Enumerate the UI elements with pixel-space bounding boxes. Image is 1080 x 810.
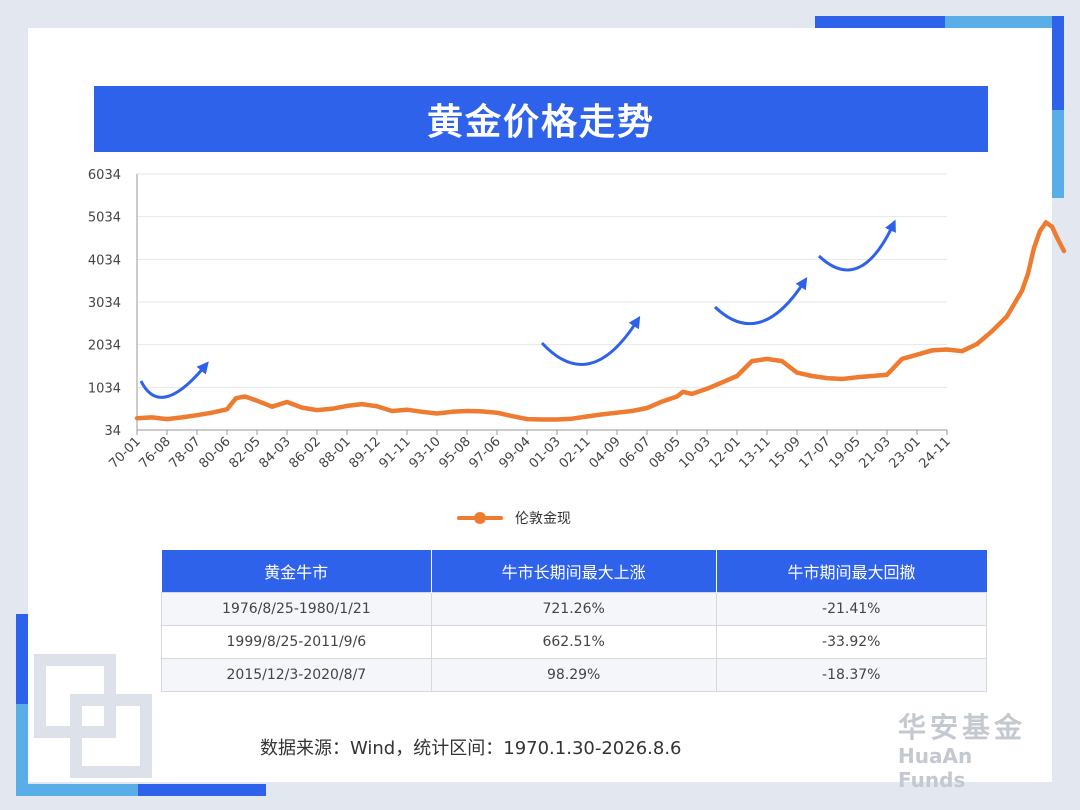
x-tick-label: 02-11 bbox=[557, 434, 594, 471]
x-tick-label: 17-07 bbox=[797, 434, 834, 471]
table-cell: -18.37% bbox=[715, 658, 988, 692]
deco-bar-left bbox=[16, 614, 28, 704]
deco-bar-right-light bbox=[1052, 110, 1064, 198]
x-tick-label: 13-11 bbox=[737, 434, 774, 471]
trend-arrow-icon bbox=[540, 315, 641, 366]
x-tick-label: 23-01 bbox=[887, 434, 924, 471]
y-tick-label: 4034 bbox=[88, 253, 121, 268]
x-tick-label: 15-09 bbox=[767, 434, 804, 471]
x-tick-label: 01-03 bbox=[527, 434, 564, 471]
table-header-row: 黄金牛市 牛市长期间最大上涨 牛市期间最大回撤 bbox=[161, 550, 987, 593]
x-tick-label: 10-03 bbox=[677, 434, 714, 471]
legend-line-marker bbox=[457, 512, 503, 524]
x-tick-label: 04-09 bbox=[587, 434, 624, 471]
data-source-note: 数据来源：Wind，统计区间：1970.1.30-2026.8.6 bbox=[260, 738, 682, 759]
x-tick-label: 95-08 bbox=[437, 434, 474, 471]
x-tick-label: 08-05 bbox=[647, 434, 684, 471]
deco-bar-left-light bbox=[16, 704, 28, 796]
table-cell: 1999/8/25-2011/9/6 bbox=[161, 625, 432, 659]
x-tick-label: 91-11 bbox=[377, 434, 414, 471]
table-cell: -33.92% bbox=[715, 625, 988, 659]
y-tick-label: 34 bbox=[104, 424, 121, 439]
table-header: 黄金牛市 bbox=[161, 550, 432, 593]
x-tick-label: 93-10 bbox=[407, 434, 444, 471]
x-tick-label: 70-01 bbox=[107, 434, 144, 471]
table-cell: 1976/8/25-1980/1/21 bbox=[161, 592, 432, 626]
table-cell: 662.51% bbox=[430, 625, 717, 659]
y-tick-label: 1034 bbox=[88, 381, 121, 396]
x-tick-label: 84-03 bbox=[257, 434, 294, 471]
y-tick-label: 6034 bbox=[88, 168, 121, 183]
x-tick-label: 89-12 bbox=[347, 434, 384, 471]
table-header: 牛市期间最大回撤 bbox=[716, 550, 987, 593]
trend-arrow-icon bbox=[139, 361, 209, 399]
x-tick-label: 86-02 bbox=[287, 434, 324, 471]
brand-logo: 华安基金 HuaAn Funds bbox=[898, 711, 1038, 793]
x-tick-label: 82-05 bbox=[227, 434, 264, 471]
table-row: 2015/12/3-2020/8/7 98.29% -18.37% bbox=[161, 658, 988, 692]
y-tick-label: 3034 bbox=[88, 296, 121, 311]
deco-bar-bottom bbox=[28, 784, 138, 796]
x-tick-label: 80-06 bbox=[197, 434, 234, 471]
table-cell: 721.26% bbox=[430, 592, 717, 626]
x-tick-label: 19-05 bbox=[827, 434, 864, 471]
page-title: 黄金价格走势 bbox=[94, 86, 988, 152]
x-tick-label: 99-04 bbox=[497, 434, 534, 471]
x-tick-label: 78-07 bbox=[167, 434, 204, 471]
x-tick-label: 76-08 bbox=[137, 434, 174, 471]
x-tick-label: 97-06 bbox=[467, 434, 504, 471]
x-tick-label: 24-11 bbox=[917, 434, 954, 471]
brand-name-cn: 华安基金 bbox=[898, 711, 1027, 744]
table-row: 1976/8/25-1980/1/21 721.26% -21.41% bbox=[161, 592, 988, 626]
table-cell: 2015/12/3-2020/8/7 bbox=[161, 658, 432, 692]
deco-bar-top bbox=[815, 16, 945, 28]
table-row: 1999/8/25-2011/9/6 662.51% -33.92% bbox=[161, 625, 988, 659]
x-tick-label: 12-01 bbox=[707, 434, 744, 471]
bull-market-table: 黄金牛市 牛市长期间最大上涨 牛市期间最大回撤 1976/8/25-1980/1… bbox=[161, 550, 988, 692]
trend-arrow-icon bbox=[817, 219, 896, 272]
table-cell: -21.41% bbox=[715, 592, 988, 626]
x-tick-label: 06-07 bbox=[617, 434, 654, 471]
legend-label: 伦敦金现 bbox=[515, 511, 571, 527]
deco-bar-right bbox=[1052, 16, 1064, 110]
table-cell: 98.29% bbox=[430, 658, 717, 692]
table-header: 牛市长期间最大上涨 bbox=[431, 550, 717, 593]
y-tick-label: 5034 bbox=[88, 211, 121, 226]
trend-arrow-icon bbox=[713, 276, 808, 326]
deco-square-outline-2 bbox=[70, 694, 152, 778]
x-tick-label: 21-03 bbox=[857, 434, 894, 471]
series-line-london-gold bbox=[134, 220, 1067, 422]
deco-bar-top-light bbox=[945, 16, 1055, 28]
brand-name-en: HuaAn Funds bbox=[898, 744, 973, 792]
y-tick-label: 2034 bbox=[88, 339, 121, 354]
chart-legend: 伦敦金现 bbox=[457, 508, 571, 528]
x-tick-label: 88-01 bbox=[317, 434, 354, 471]
deco-bar-bottom-dark bbox=[138, 784, 266, 796]
